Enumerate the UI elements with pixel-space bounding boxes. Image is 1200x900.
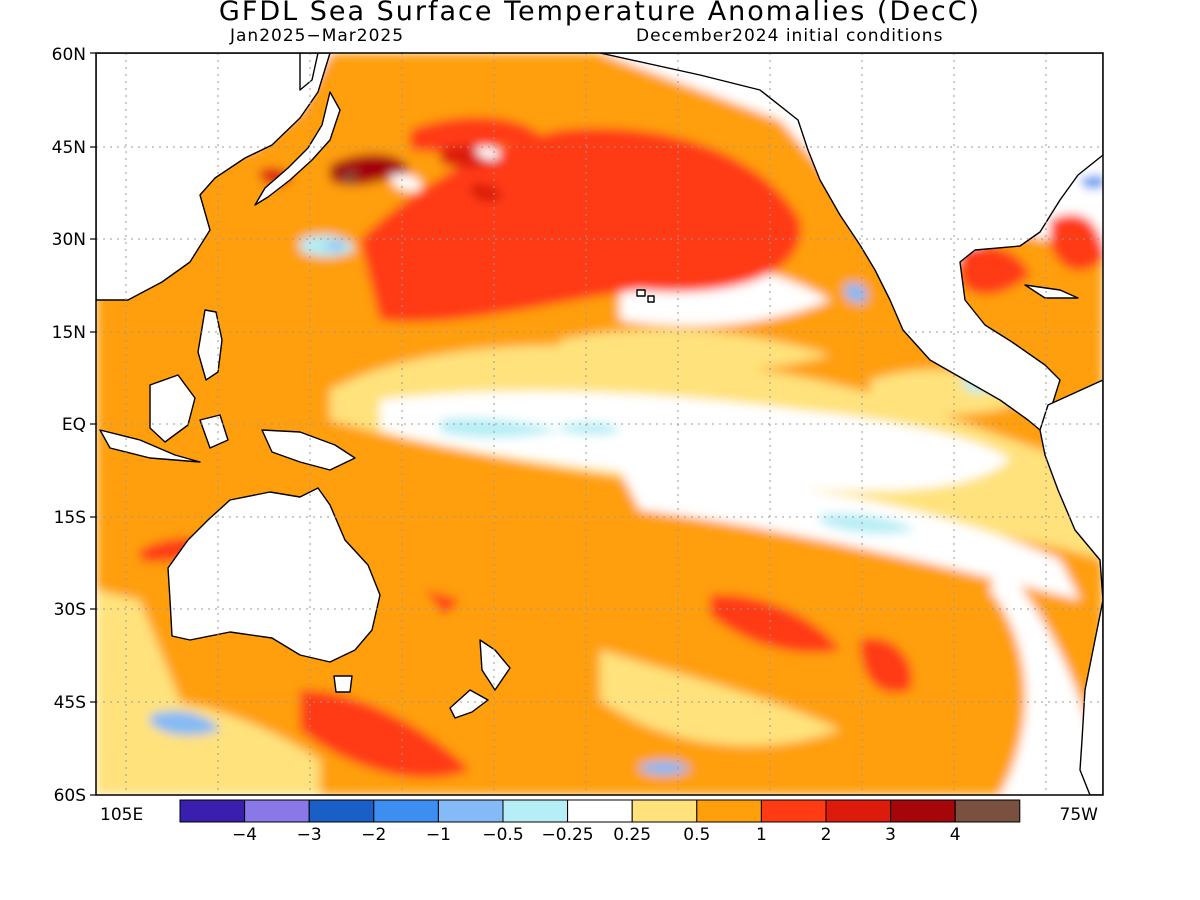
colorbar-tick-label: 0.25 (613, 825, 651, 845)
latitude-ticks (90, 52, 96, 796)
lat-label-45n: 45N (52, 138, 86, 158)
lat-label-15n: 15N (52, 323, 86, 343)
colorbar-swatch (373, 799, 439, 823)
lon-label-west: 105E (100, 805, 143, 825)
lon-label-east: 75W (1060, 805, 1099, 825)
colorbar-swatch (437, 799, 504, 823)
colorbar-tick-label: −0.25 (542, 825, 594, 845)
colorbar-swatch (696, 799, 762, 823)
colorbar-tick-label: −2 (361, 825, 386, 845)
lat-label-15s: 15S (54, 508, 86, 528)
lat-label-45s: 45S (54, 693, 86, 713)
colorbar-tick-label: −3 (297, 825, 322, 845)
colorbar-swatch (825, 799, 892, 823)
colorbar-swatch (760, 799, 827, 823)
colorbar-tick-label: 2 (821, 825, 832, 845)
colorbar-tick-label: 0.5 (683, 825, 710, 845)
land-masses (96, 53, 1103, 795)
lat-label-60n: 60N (52, 45, 86, 65)
colorbar-swatch (890, 799, 956, 823)
map-title: GFDL Sea Surface Temperature Anomalies (… (218, 0, 982, 27)
colorbar-swatch (308, 799, 375, 823)
colorbar-swatch (502, 799, 569, 823)
colorbar-tick-label: −4 (232, 825, 257, 845)
lat-label-30n: 30N (52, 230, 86, 250)
colorbar-swatch (244, 799, 310, 823)
colorbar-swatch (954, 799, 1021, 823)
colorbar-swatch (567, 799, 633, 823)
colorbar: −4 −3 −2 −1 −0.5 −0.25 0.25 0.5 1 2 3 4 (179, 799, 1021, 845)
lat-label-30s: 30S (54, 600, 86, 620)
forecast-period: Jan2025−Mar2025 (230, 26, 405, 46)
colorbar-tick-label: −0.5 (482, 825, 523, 845)
initial-conditions-label: December2024 initial conditions (636, 26, 944, 46)
colorbar-tick-label: 1 (756, 825, 767, 845)
colorbar-tick-label: 4 (950, 825, 961, 845)
colorbar-swatch (179, 799, 246, 823)
colorbar-tick-label: 3 (885, 825, 896, 845)
colorbar-tick-label: −1 (426, 825, 451, 845)
colorbar-swatch (631, 799, 698, 823)
grid-lines (96, 53, 1103, 795)
lat-label-60s: 60S (54, 786, 86, 806)
lat-label-eq: EQ (62, 415, 86, 435)
